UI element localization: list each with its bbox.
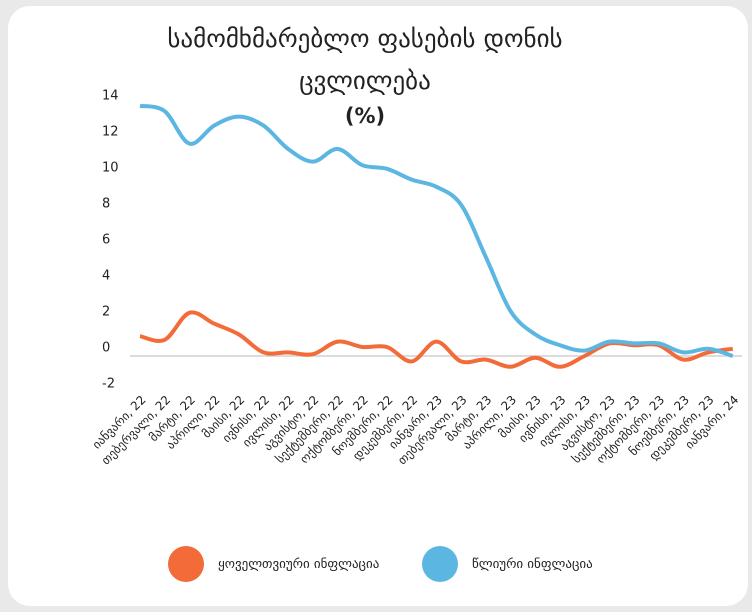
y-tick-label: 4 — [102, 269, 110, 284]
y-tick-label: 2 — [102, 305, 110, 320]
chart-title: სამომხმარებლო ფასების დონის ცვლილება — [167, 24, 563, 95]
card — [8, 6, 748, 606]
legend-item: წლიური ინფლაცია — [422, 546, 593, 582]
y-tick-label: -2 — [102, 377, 115, 392]
legend-swatch — [168, 546, 204, 582]
legend-swatch — [422, 546, 458, 582]
legend-label: ყოველთვიური ინფლაცია — [218, 556, 380, 572]
legend-item: ყოველთვიური ინფლაცია — [168, 546, 379, 582]
legend-label: წლიური ინფლაცია — [472, 556, 593, 572]
y-tick-label: 8 — [102, 197, 110, 212]
y-tick-label: 14 — [102, 89, 119, 104]
y-tick-label: 6 — [102, 233, 110, 248]
chart-subtitle: (%) — [344, 104, 386, 128]
y-tick-label: 10 — [102, 161, 119, 176]
series-line — [139, 103, 734, 358]
y-tick-label: 0 — [102, 341, 110, 356]
series-line — [139, 310, 734, 369]
y-tick-label: 12 — [102, 125, 119, 140]
